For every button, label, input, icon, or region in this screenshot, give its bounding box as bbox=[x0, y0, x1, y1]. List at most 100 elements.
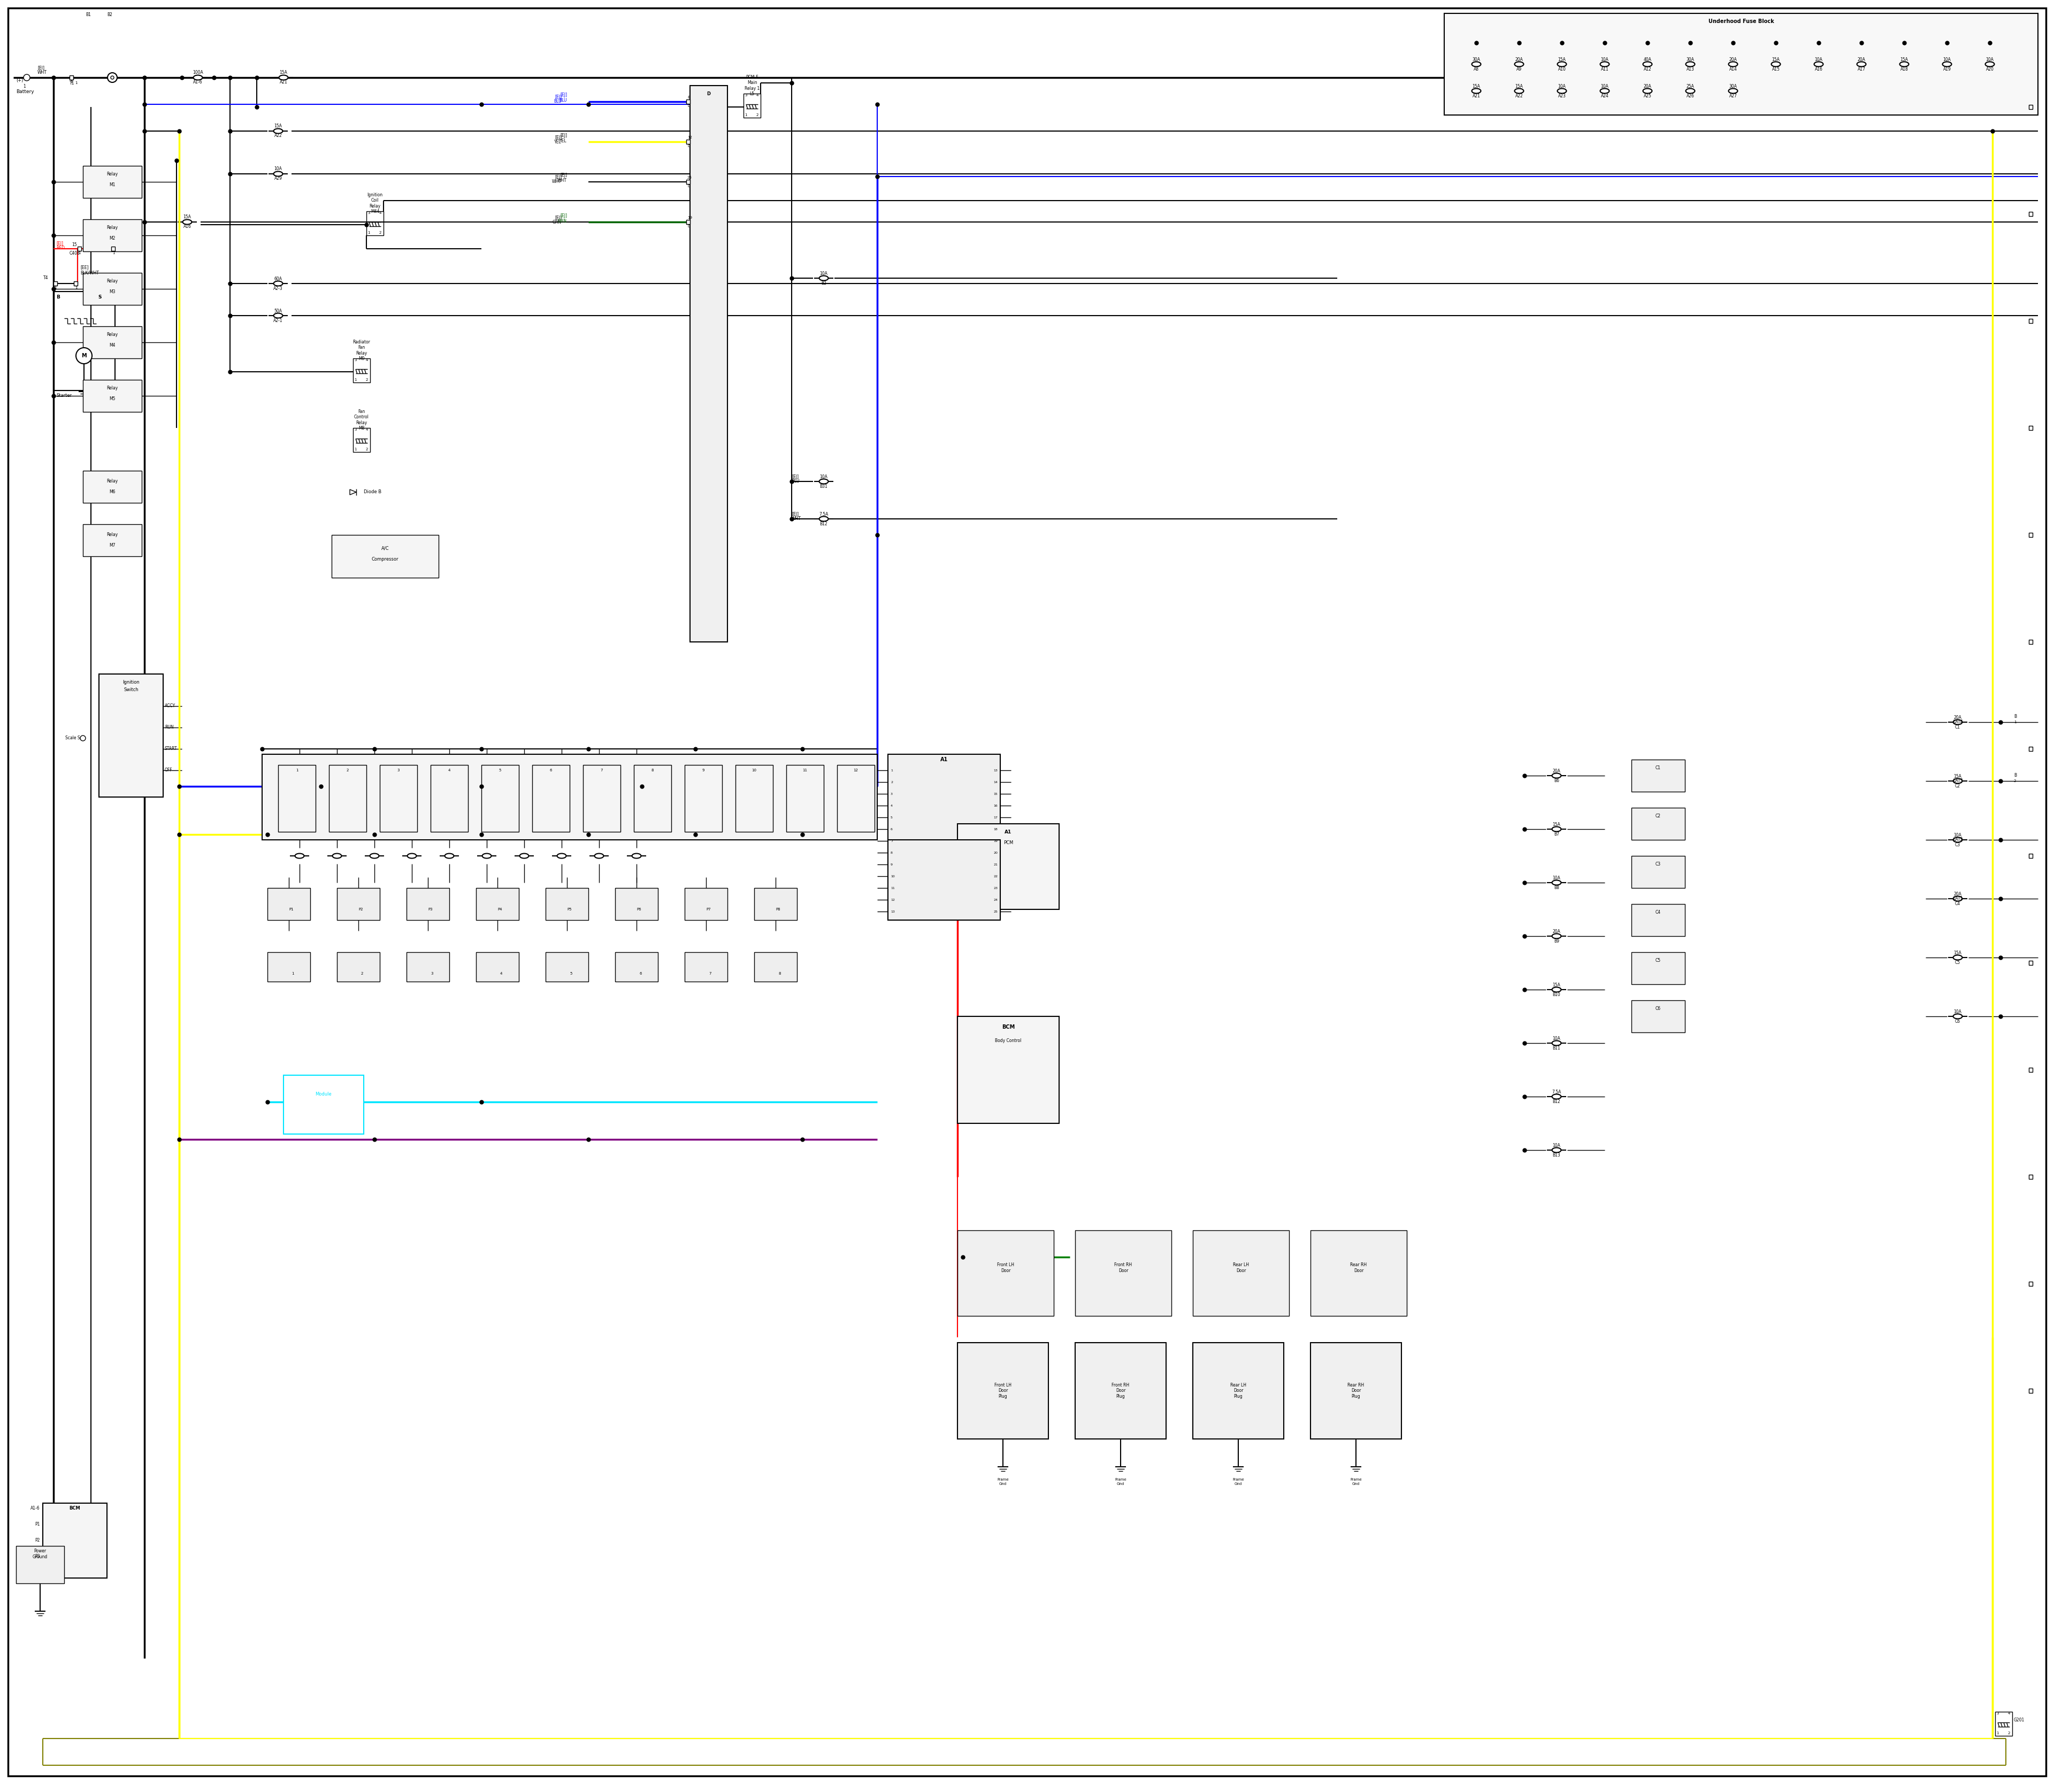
Bar bbox=[82, 471, 142, 504]
Text: 1: 1 bbox=[891, 769, 893, 772]
Text: A21: A21 bbox=[279, 81, 288, 84]
Text: G201: G201 bbox=[2013, 1717, 2025, 1722]
Ellipse shape bbox=[1953, 896, 1962, 901]
Bar bbox=[546, 889, 587, 919]
Ellipse shape bbox=[1857, 61, 1865, 66]
Bar bbox=[43, 1503, 107, 1579]
Bar bbox=[1631, 857, 1684, 889]
Text: A24: A24 bbox=[1600, 93, 1608, 99]
Text: M2: M2 bbox=[109, 235, 115, 240]
Ellipse shape bbox=[1553, 826, 1561, 831]
Text: M5: M5 bbox=[109, 396, 115, 401]
Text: 9: 9 bbox=[891, 864, 893, 866]
Text: 20A: 20A bbox=[1516, 57, 1524, 61]
Bar bbox=[1074, 1231, 1171, 1315]
Text: 5: 5 bbox=[569, 971, 571, 975]
Text: 13: 13 bbox=[994, 769, 998, 772]
Text: 15A: 15A bbox=[1557, 57, 1565, 61]
Text: C6: C6 bbox=[1656, 1005, 1662, 1011]
Ellipse shape bbox=[594, 853, 604, 858]
Bar bbox=[16, 1546, 64, 1584]
Text: 1: 1 bbox=[368, 231, 370, 235]
Text: A20: A20 bbox=[1986, 66, 1994, 72]
Text: 1: 1 bbox=[113, 251, 115, 254]
Text: A18: A18 bbox=[1900, 66, 1908, 72]
Text: 11: 11 bbox=[803, 769, 807, 772]
Text: 4: 4 bbox=[366, 428, 368, 432]
Text: A2-1: A2-1 bbox=[273, 317, 283, 323]
Text: 7.5A: 7.5A bbox=[1553, 1090, 1561, 1095]
Text: 15A: 15A bbox=[183, 215, 191, 220]
Text: 15A: 15A bbox=[1773, 57, 1781, 61]
Text: 10A: 10A bbox=[1943, 57, 1951, 61]
Text: C4: C4 bbox=[1955, 901, 1960, 907]
Text: 12: 12 bbox=[891, 898, 896, 901]
Text: A22: A22 bbox=[273, 133, 281, 138]
Text: WHT: WHT bbox=[37, 70, 47, 75]
Text: [EJ]: [EJ] bbox=[791, 513, 799, 518]
Text: 6: 6 bbox=[891, 828, 893, 830]
Text: 6: 6 bbox=[550, 769, 553, 772]
Text: 16: 16 bbox=[994, 805, 998, 806]
Text: B11: B11 bbox=[1553, 1045, 1561, 1050]
Ellipse shape bbox=[1553, 772, 1561, 778]
Text: B13: B13 bbox=[1553, 1152, 1561, 1158]
Text: 3: 3 bbox=[744, 93, 748, 97]
Text: 17: 17 bbox=[994, 815, 998, 819]
Bar bbox=[267, 889, 310, 919]
Text: 2: 2 bbox=[366, 378, 368, 382]
Text: 1: 1 bbox=[78, 251, 80, 254]
Bar bbox=[546, 952, 587, 982]
Circle shape bbox=[111, 75, 113, 79]
Text: 11: 11 bbox=[891, 887, 896, 889]
Text: WHT: WHT bbox=[557, 179, 567, 183]
Text: 100A: 100A bbox=[193, 70, 203, 75]
Text: Frame
Gnd: Frame Gnd bbox=[996, 1478, 1009, 1486]
Text: Battery: Battery bbox=[16, 90, 35, 93]
Text: LAT1: LAT1 bbox=[1953, 896, 1964, 901]
Text: A10: A10 bbox=[1557, 66, 1565, 72]
Text: D: D bbox=[688, 145, 690, 147]
Ellipse shape bbox=[1553, 880, 1561, 885]
Text: Relay: Relay bbox=[107, 278, 117, 283]
Text: 7: 7 bbox=[709, 971, 711, 975]
Ellipse shape bbox=[183, 220, 191, 224]
Text: S: S bbox=[99, 294, 101, 299]
Text: 20: 20 bbox=[994, 851, 998, 855]
Text: D: D bbox=[707, 91, 711, 97]
Text: 10: 10 bbox=[891, 874, 896, 878]
Text: 7: 7 bbox=[600, 769, 604, 772]
Text: 18: 18 bbox=[994, 828, 998, 830]
Text: 3: 3 bbox=[431, 971, 433, 975]
Text: C1: C1 bbox=[1656, 765, 1662, 771]
Bar bbox=[1310, 1342, 1401, 1439]
Text: Frame
Gnd: Frame Gnd bbox=[1115, 1478, 1126, 1486]
Text: 30A: 30A bbox=[1729, 84, 1738, 88]
Bar bbox=[283, 1075, 364, 1134]
Bar bbox=[329, 765, 366, 831]
Bar bbox=[407, 889, 450, 919]
Text: Relay: Relay bbox=[107, 532, 117, 538]
Text: Starter: Starter bbox=[55, 394, 72, 398]
Text: 10A: 10A bbox=[820, 271, 828, 276]
Text: Frame
Gnd: Frame Gnd bbox=[1232, 1478, 1245, 1486]
Bar bbox=[1631, 808, 1684, 840]
Text: A25: A25 bbox=[1643, 93, 1651, 99]
Text: D: D bbox=[688, 104, 690, 108]
Bar bbox=[1444, 13, 2038, 115]
Bar bbox=[1310, 1231, 1407, 1315]
Text: 15A: 15A bbox=[1900, 57, 1908, 61]
Text: WHT: WHT bbox=[553, 179, 561, 185]
Text: B1: B1 bbox=[86, 13, 90, 18]
Text: Front LH
Door: Front LH Door bbox=[996, 1263, 1015, 1272]
Text: B31: B31 bbox=[820, 484, 828, 489]
Bar bbox=[2029, 961, 2033, 966]
Text: BCM: BCM bbox=[70, 1505, 80, 1511]
Text: LAT4: LAT4 bbox=[1953, 720, 1964, 724]
Text: 10A: 10A bbox=[1953, 1009, 1962, 1014]
Text: 30A: 30A bbox=[1686, 57, 1695, 61]
Text: A15: A15 bbox=[1773, 66, 1781, 72]
Text: OFF: OFF bbox=[164, 769, 173, 772]
Text: 2: 2 bbox=[380, 231, 382, 235]
Text: 8: 8 bbox=[651, 769, 653, 772]
